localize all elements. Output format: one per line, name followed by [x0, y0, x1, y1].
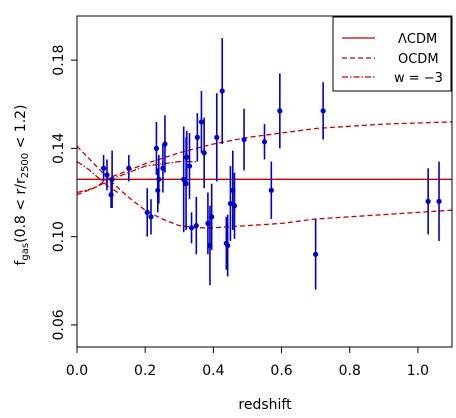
- y-axis-title-mid-sub: 2500: [20, 153, 31, 178]
- legend-label-lcdm: ΛCDM: [398, 32, 437, 47]
- x-tick-label-2: 0.4: [202, 363, 224, 379]
- data-point-31: [241, 137, 246, 142]
- data-point-12: [181, 177, 186, 182]
- data-point-18: [195, 135, 200, 140]
- data-point-32: [262, 139, 267, 144]
- data-point-13: [183, 181, 188, 186]
- data-point-10: [160, 166, 165, 171]
- x-tick-label-5: 1.0: [407, 363, 429, 379]
- data-point-34: [277, 108, 282, 113]
- data-point-33: [269, 188, 274, 193]
- data-point-9: [156, 177, 161, 182]
- x-tick-label-4: 0.8: [339, 363, 361, 379]
- legend: ΛCDM OCDM w = −3: [333, 17, 451, 91]
- data-point-23: [209, 214, 214, 219]
- legend-label-ocdm: OCDM: [398, 52, 439, 67]
- data-point-21: [205, 221, 210, 226]
- data-point-11: [162, 141, 167, 146]
- x-tick-label-1: 0.2: [134, 363, 156, 379]
- data-point-24: [214, 135, 219, 140]
- y-axis-title-prefix-sub: gas: [20, 243, 31, 261]
- y-axis-title-mid: (0.8 < r/r: [13, 178, 29, 243]
- data-point-3: [110, 177, 115, 182]
- data-point-6: [148, 214, 153, 219]
- y-tick-label-2: 0.14: [51, 133, 67, 164]
- data-point-36: [321, 108, 326, 113]
- data-point-30: [232, 203, 237, 208]
- data-point-19: [199, 119, 204, 124]
- y-tick-label-1: 0.10: [51, 221, 67, 252]
- data-point-37: [426, 199, 431, 204]
- data-point-20: [202, 150, 207, 155]
- x-axis-title: redshift: [238, 397, 292, 413]
- data-point-8: [155, 188, 160, 193]
- data-point-2: [108, 192, 113, 197]
- data-point-4: [126, 166, 131, 171]
- x-tick-label-0: 0.0: [66, 363, 88, 379]
- data-point-14: [184, 155, 189, 160]
- data-point-7: [154, 146, 159, 151]
- y-tick-label-0: 0.06: [51, 309, 67, 340]
- y-axis-title-suffix: < 1.2): [13, 104, 29, 152]
- data-point-25: [220, 88, 225, 93]
- data-point-29: [230, 188, 235, 193]
- data-point-0: [101, 166, 106, 171]
- data-point-15: [187, 163, 192, 168]
- data-point-17: [194, 223, 199, 228]
- data-point-38: [436, 199, 441, 204]
- data-point-1: [104, 172, 109, 177]
- data-point-5: [145, 210, 150, 215]
- y-tick-label-3: 0.18: [51, 45, 67, 76]
- data-point-16: [189, 225, 194, 230]
- data-point-22: [207, 243, 212, 248]
- y-axis-title: fgas(0.8 < r/r2500 < 1.2): [13, 104, 31, 265]
- legend-label-w3: w = −3: [394, 71, 443, 86]
- x-tick-label-3: 0.6: [270, 363, 292, 379]
- data-point-35: [313, 252, 318, 257]
- data-point-27: [225, 243, 230, 248]
